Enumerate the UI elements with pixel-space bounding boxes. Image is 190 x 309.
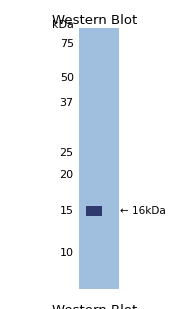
Text: 25: 25 (60, 148, 74, 158)
Text: 15: 15 (60, 206, 74, 216)
Text: 50: 50 (60, 73, 74, 83)
Text: ← 16kDa: ← 16kDa (120, 206, 166, 216)
Text: kDa: kDa (52, 20, 74, 30)
Text: Western Blot: Western Blot (52, 304, 138, 309)
Bar (86, 206, 102, 216)
Text: 37: 37 (60, 98, 74, 108)
Bar (79, 28, 119, 289)
Text: Western Blot: Western Blot (52, 14, 138, 27)
Text: 20: 20 (60, 170, 74, 180)
Text: 75: 75 (60, 39, 74, 49)
Text: 10: 10 (60, 248, 74, 258)
